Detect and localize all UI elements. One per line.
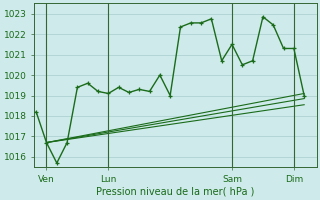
X-axis label: Pression niveau de la mer( hPa ): Pression niveau de la mer( hPa ) [96, 187, 254, 197]
